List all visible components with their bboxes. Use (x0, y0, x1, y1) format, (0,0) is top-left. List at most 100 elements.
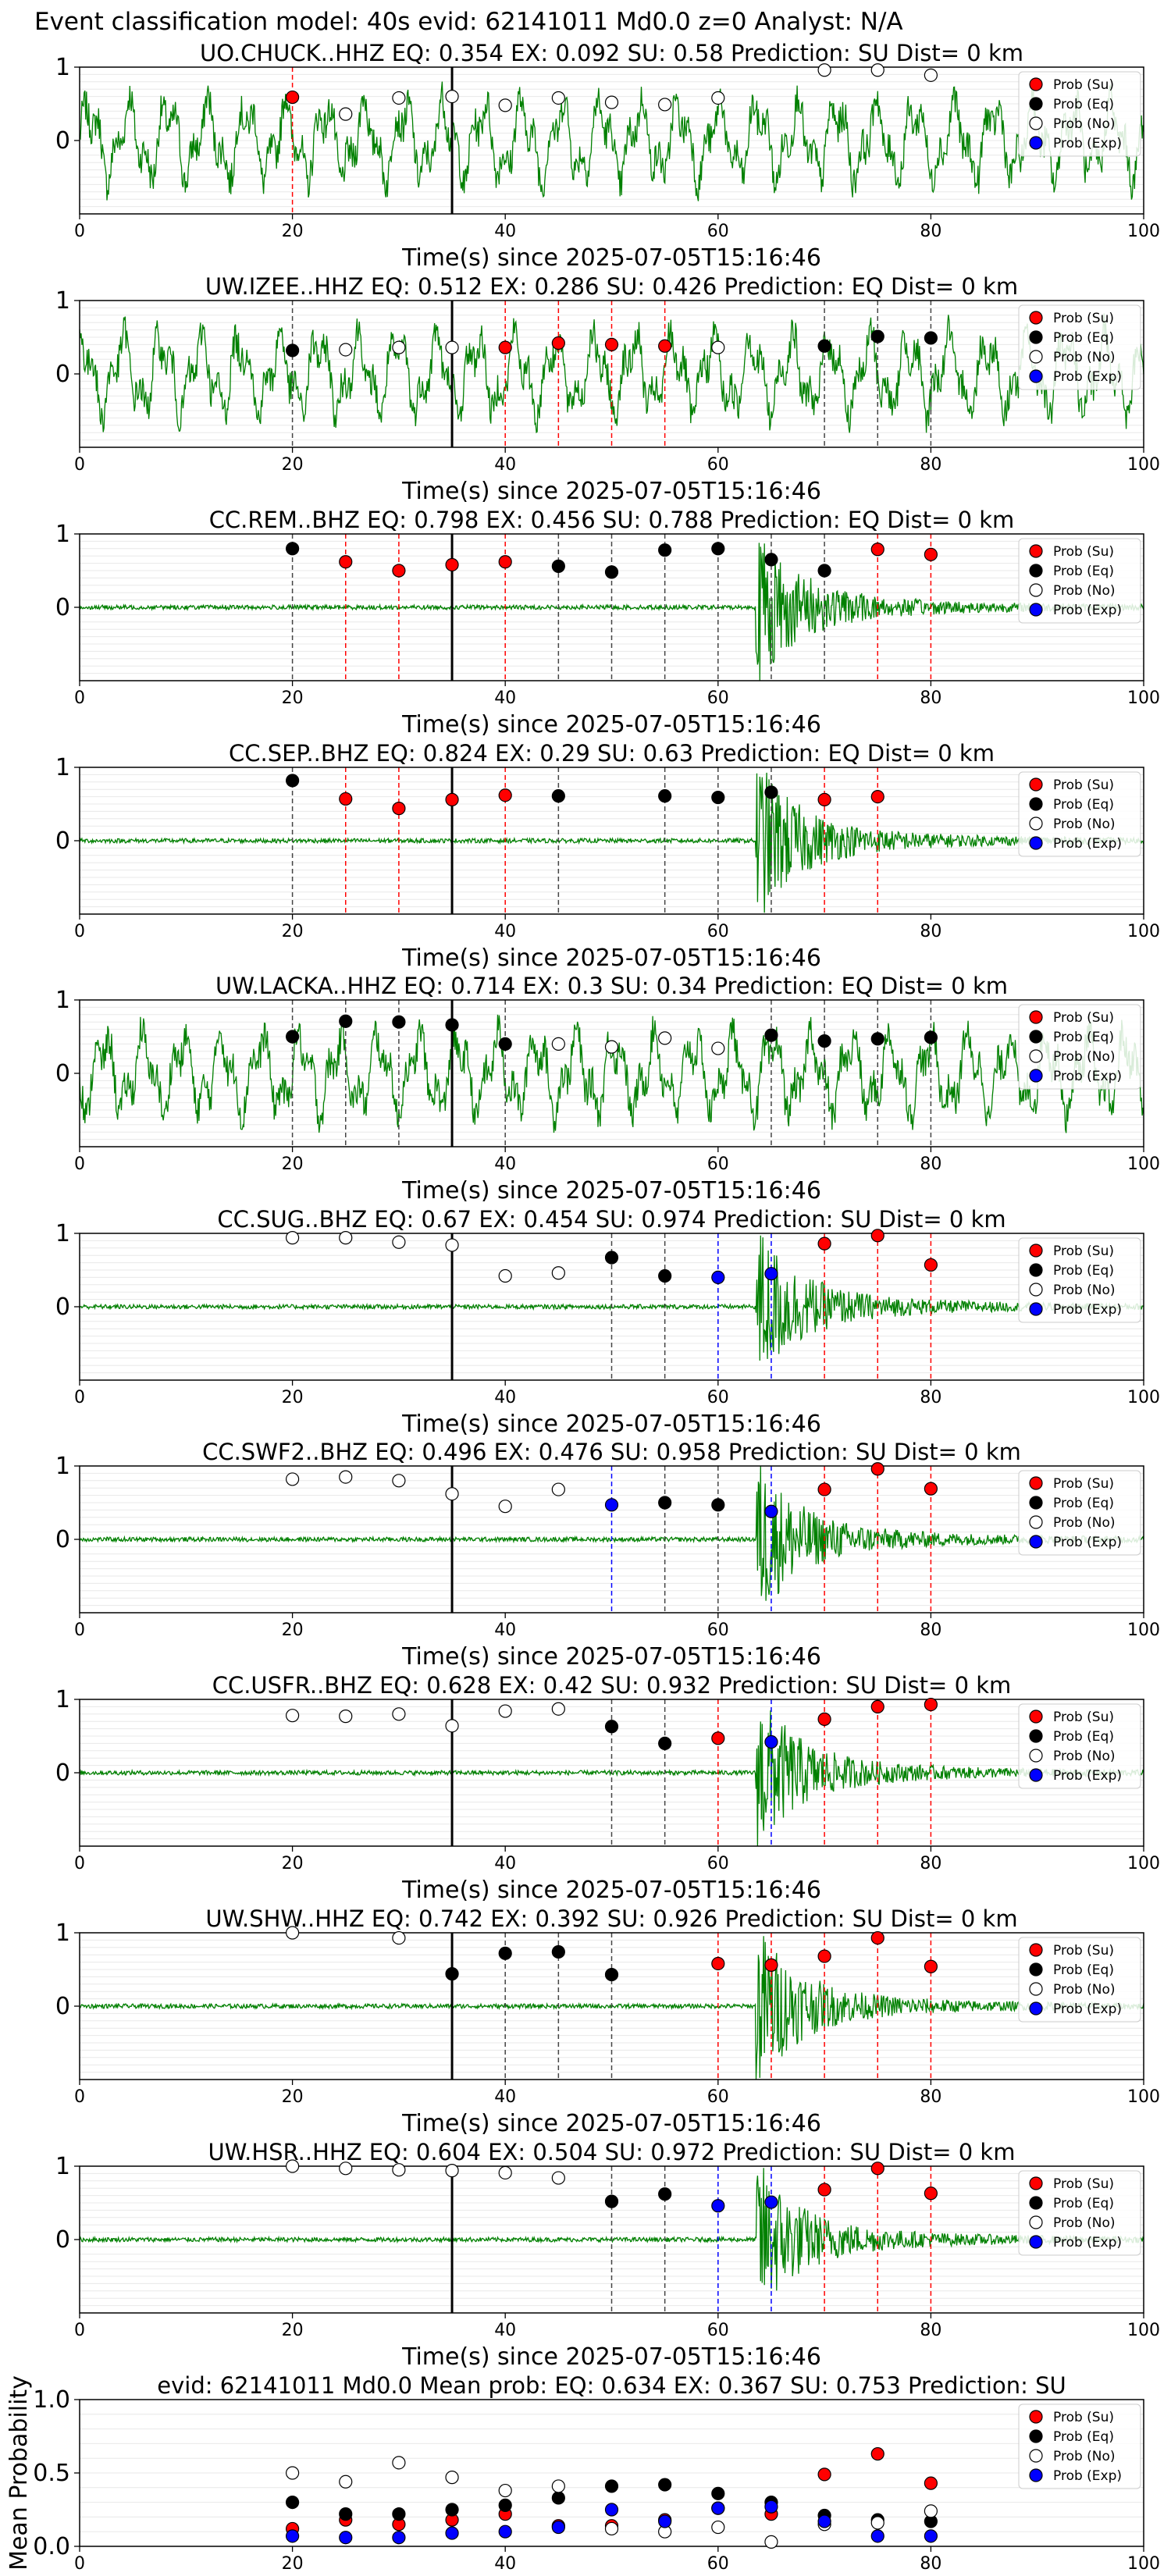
legend-marker (1029, 97, 1043, 111)
x-tick-label: 100 (1127, 2554, 1160, 2574)
y-tick-label: 1 (55, 754, 70, 781)
point-probexp (551, 2520, 565, 2535)
point-probeq (764, 785, 778, 799)
y-tick-label: 1.0 (33, 2386, 70, 2414)
legend-label: Prob (Su) (1053, 544, 1114, 560)
legend-label: Prob (Su) (1053, 1244, 1114, 1259)
x-axis-label: Time(s) since 2025-07-05T15:16:46 (401, 1643, 821, 1670)
x-tick-label: 40 (494, 2321, 516, 2340)
point-probeq (392, 2507, 406, 2521)
legend-marker (1029, 1768, 1043, 1782)
chart-panel-1: 0 20 40 60 80 100 0 1 UO.CHUCK..HHZ EQ: 0.354 EX… (55, 40, 1160, 272)
legend-box (1018, 2403, 1141, 2489)
point-probsu (498, 555, 512, 569)
point-probsu (392, 802, 406, 816)
x-tick-label: 40 (494, 1155, 516, 1174)
point-probno (445, 1238, 459, 1252)
chart-panel-10: 0 20 40 60 80 100 0 1 UW.HSR..HHZ EQ: 0.604 EX: … (55, 2139, 1160, 2371)
legend-label: Prob (Exp) (1053, 836, 1122, 852)
legend-marker (1029, 544, 1043, 558)
legend-marker (1029, 1535, 1043, 1549)
legend-label: Prob (No) (1053, 1749, 1116, 1764)
point-probeq (286, 2496, 300, 2510)
legend-marker (1029, 2410, 1043, 2424)
point-probeq (764, 553, 778, 567)
legend-marker (1029, 2429, 1043, 2443)
point-probeq (604, 565, 619, 579)
y-tick-label: 0 (55, 1293, 70, 1321)
legend-box (1018, 538, 1141, 624)
x-tick-label: 100 (1127, 1155, 1160, 1174)
x-axis-label: Time(s) since 2025-07-05T15:16:46 (401, 2343, 821, 2371)
panel-title: CC.REM..BHZ EQ: 0.798 EX: 0.456 SU: 0.78… (209, 507, 1015, 533)
point-probno (551, 91, 565, 105)
point-probsu (604, 337, 619, 351)
x-tick-label: 60 (707, 1155, 729, 1174)
y-tick-label: 0 (55, 361, 70, 388)
x-tick-label: 80 (920, 1854, 941, 1873)
legend-marker (1029, 1943, 1043, 1957)
legend-label: Prob (Su) (1053, 777, 1114, 793)
legend-label: Prob (Eq) (1053, 1263, 1114, 1279)
point-probsu (924, 547, 938, 561)
legend-marker (1029, 1476, 1043, 1490)
point-probno (764, 2535, 778, 2549)
x-axis-label: Time(s) since 2025-07-05T15:16:46 (401, 711, 821, 738)
point-probno (445, 340, 459, 354)
point-probeq (658, 543, 672, 557)
x-axis-label: Time(s) since 2025-07-05T15:16:46 (401, 244, 821, 272)
x-axis-label: Time(s) since 2025-07-05T15:16:46 (401, 1411, 821, 1438)
legend-marker (1029, 2196, 1043, 2210)
point-probeq (551, 559, 565, 573)
point-probno (286, 1926, 300, 1940)
y-tick-label: 1 (55, 521, 70, 548)
point-probno (286, 1231, 300, 1245)
point-probno (498, 2165, 512, 2180)
x-tick-label: 40 (494, 2087, 516, 2107)
point-probeq (658, 789, 672, 803)
point-probsu (870, 2161, 884, 2176)
legend-marker (1029, 797, 1043, 811)
point-probsu (339, 792, 353, 806)
legend-box (1018, 1237, 1141, 1323)
point-probsu (817, 792, 831, 806)
point-probno (339, 1231, 353, 1245)
point-probeq (870, 329, 884, 343)
legend-marker (1029, 2176, 1043, 2190)
point-probsu (924, 1258, 938, 1272)
point-probeq (604, 2194, 619, 2208)
point-probno (924, 68, 938, 82)
point-probexp (711, 2199, 725, 2213)
legend-marker (1029, 1049, 1043, 1063)
y-tick-label: 1 (55, 1686, 70, 1713)
point-probsu (498, 340, 512, 354)
x-tick-label: 80 (920, 2087, 941, 2107)
legend-label: Prob (Eq) (1053, 1496, 1114, 1511)
x-tick-label: 60 (707, 2321, 729, 2340)
point-probeq (817, 339, 831, 353)
point-probno (392, 340, 406, 354)
legend-box (1018, 1937, 1141, 2023)
point-probexp (764, 2500, 778, 2514)
legend-label: Prob (Su) (1053, 1710, 1114, 1725)
legend-marker (1029, 817, 1043, 831)
legend-label: Prob (Eq) (1053, 797, 1114, 813)
point-probsu (764, 1958, 778, 1972)
legend-label: Prob (Exp) (1053, 1768, 1122, 1784)
x-tick-label: 80 (920, 1388, 941, 1407)
point-probsu (498, 788, 512, 802)
x-tick-label: 20 (282, 688, 304, 708)
legend-label: Prob (Exp) (1053, 2001, 1122, 2017)
point-probno (498, 2483, 512, 2498)
y-tick-label: 0 (55, 594, 70, 621)
legend-marker (1029, 1515, 1043, 1529)
point-probsu (339, 555, 353, 569)
point-probexp (498, 2524, 512, 2539)
x-tick-label: 60 (707, 922, 729, 941)
legend-label: Prob (No) (1053, 583, 1116, 599)
point-probno (498, 1500, 512, 1514)
point-probsu (924, 1482, 938, 1496)
point-probsu (870, 789, 884, 804)
legend-marker (1029, 1010, 1043, 1024)
legend-marker (1029, 2468, 1043, 2482)
